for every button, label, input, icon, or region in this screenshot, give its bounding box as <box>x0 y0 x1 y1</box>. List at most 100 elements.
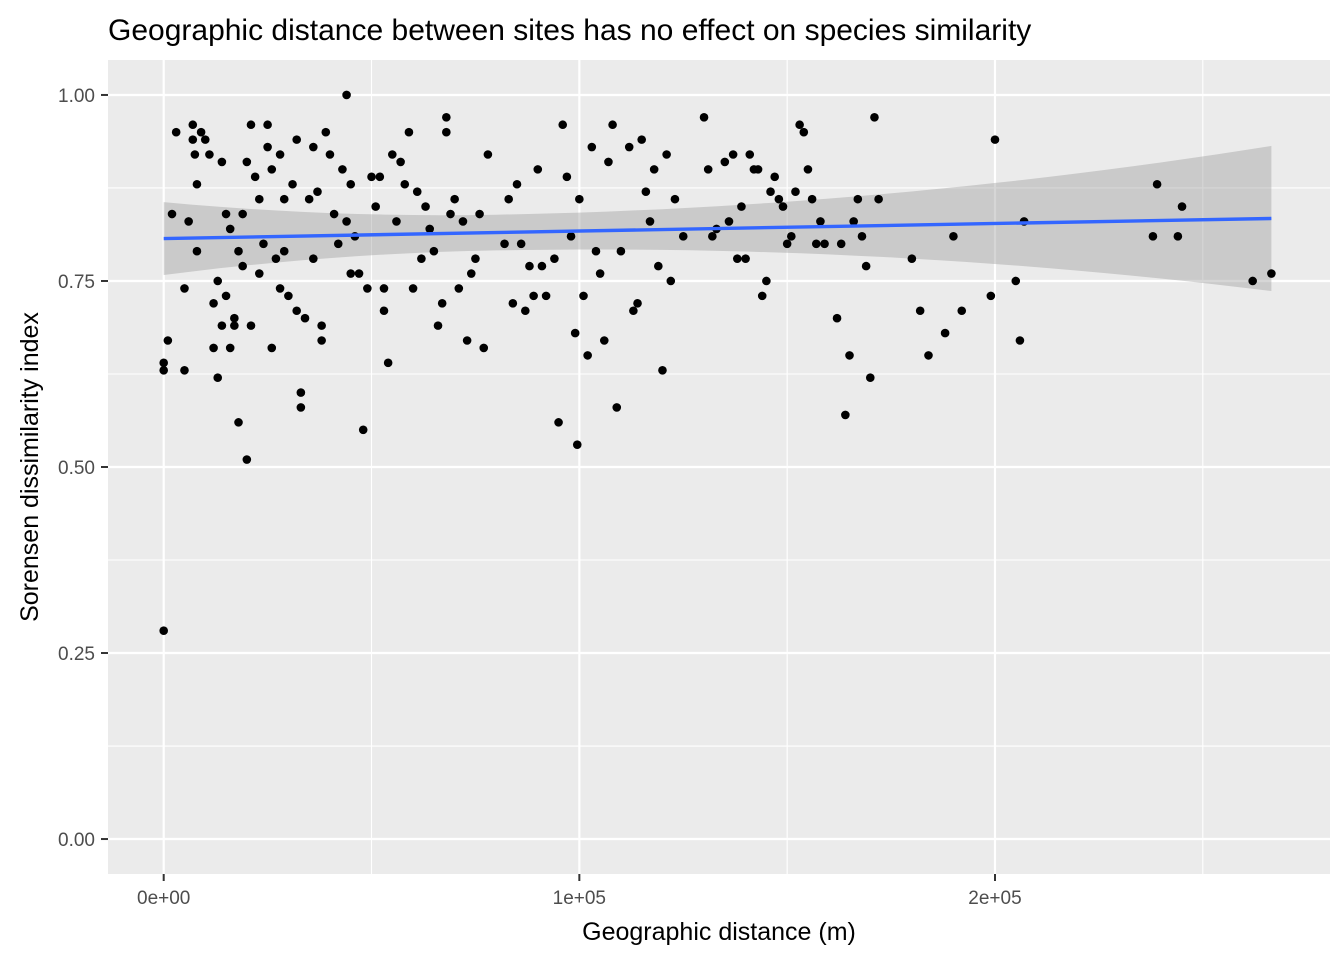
data-point <box>263 120 272 130</box>
y-tick-label: 0.75 <box>58 272 95 293</box>
data-point <box>163 336 173 345</box>
data-point <box>678 232 688 241</box>
regression-line <box>163 216 1272 241</box>
data-point <box>213 373 223 383</box>
data-point <box>500 239 509 249</box>
data-point <box>720 157 730 167</box>
fit-line-layer <box>163 216 1272 241</box>
x-tick-label: 1e+05 <box>553 888 606 909</box>
data-point <box>832 313 842 323</box>
data-point <box>525 261 534 271</box>
data-point <box>309 142 318 152</box>
data-point <box>454 284 464 293</box>
y-tick-label: 1.00 <box>58 86 95 107</box>
data-point <box>400 179 410 189</box>
data-point <box>180 284 189 293</box>
data-point <box>479 343 489 353</box>
data-point <box>230 321 239 330</box>
data-point <box>940 328 950 338</box>
data-point <box>529 291 538 301</box>
data-point <box>379 284 389 293</box>
data-point <box>259 239 268 249</box>
data-point <box>437 299 447 308</box>
data-point <box>570 328 580 338</box>
data-point <box>242 455 252 464</box>
data-point <box>325 150 335 159</box>
data-point <box>1248 276 1257 286</box>
data-point <box>562 172 572 182</box>
data-point <box>342 217 351 226</box>
data-point <box>803 165 813 174</box>
data-point <box>200 135 210 144</box>
data-point <box>845 351 854 360</box>
data-point <box>907 254 917 263</box>
data-point <box>296 388 306 397</box>
data-point <box>221 291 231 301</box>
data-point <box>363 284 372 293</box>
data-point <box>795 120 804 130</box>
data-point <box>807 194 817 204</box>
data-point <box>670 194 680 204</box>
data-point <box>238 261 247 271</box>
data-point <box>550 254 559 263</box>
data-point <box>724 217 734 226</box>
data-point <box>791 187 800 196</box>
data-point <box>820 239 829 249</box>
data-point <box>209 299 218 308</box>
data-point <box>483 150 493 159</box>
data-point <box>591 246 601 256</box>
data-point <box>841 410 850 420</box>
data-point <box>267 343 277 353</box>
data-point <box>246 120 256 130</box>
data-point <box>986 291 996 301</box>
data-point <box>313 187 322 196</box>
y-tick-label: 0.50 <box>58 458 95 479</box>
data-point <box>699 112 709 122</box>
data-point <box>508 299 518 308</box>
x-tick-label: 2e+05 <box>968 888 1021 909</box>
data-point <box>471 254 480 263</box>
data-point <box>417 254 426 263</box>
data-point <box>703 165 713 174</box>
data-point <box>188 120 198 130</box>
data-point <box>466 269 476 278</box>
data-point <box>192 246 202 256</box>
data-point <box>533 165 543 174</box>
data-point <box>354 269 364 278</box>
data-point <box>234 246 243 256</box>
data-point <box>317 336 326 345</box>
data-point <box>612 403 622 412</box>
data-point <box>521 306 530 316</box>
data-point <box>762 276 771 286</box>
data-point <box>649 165 659 174</box>
x-axis-ticks: 0e+00 1e+05 2e+05 <box>137 874 1022 909</box>
data-point <box>583 351 592 360</box>
data-point <box>861 261 871 271</box>
data-point <box>321 127 331 137</box>
data-point <box>246 321 256 330</box>
data-point <box>213 276 223 286</box>
data-point <box>217 321 227 330</box>
data-point <box>654 261 663 271</box>
data-point <box>633 299 642 308</box>
data-point <box>263 142 272 152</box>
data-point <box>450 194 459 204</box>
data-point <box>292 135 302 144</box>
data-point <box>388 150 397 159</box>
data-point <box>425 224 435 234</box>
data-point <box>579 291 588 301</box>
data-point <box>442 112 451 122</box>
data-point <box>990 135 1000 144</box>
data-point <box>288 179 297 189</box>
data-point <box>275 150 285 159</box>
data-point <box>317 321 326 330</box>
y-tick-label: 0.00 <box>58 830 95 851</box>
data-point <box>404 127 414 137</box>
data-point <box>541 291 551 301</box>
data-point <box>209 343 218 353</box>
data-point <box>745 150 755 159</box>
data-point <box>267 165 277 174</box>
data-point <box>462 336 472 345</box>
data-point <box>1148 232 1158 241</box>
